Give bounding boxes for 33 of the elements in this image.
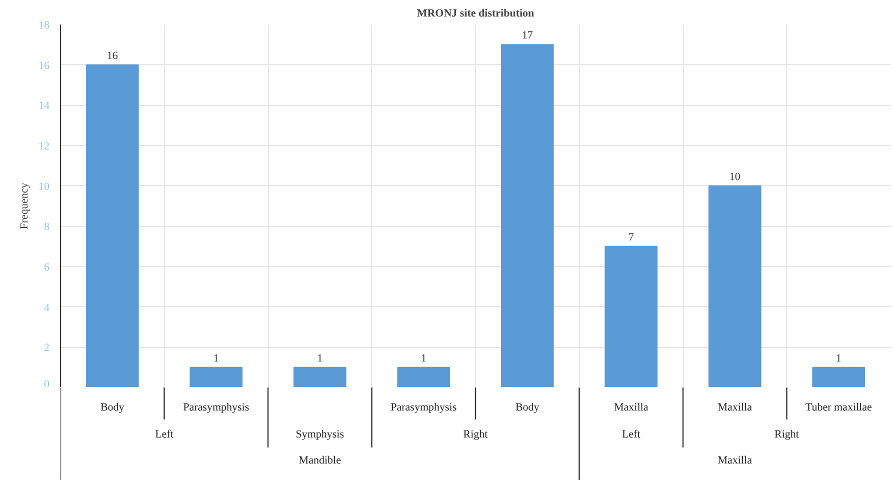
x-tick-label: Body bbox=[515, 402, 540, 414]
text: Maxilla bbox=[718, 454, 752, 466]
y-tick-label: 6 bbox=[44, 262, 50, 274]
x-tick-label: Body bbox=[100, 402, 125, 414]
data-label: 1 bbox=[836, 352, 842, 364]
x-tick-label: Parasymphysis bbox=[390, 402, 457, 414]
x-tick-label: Parasymphysis bbox=[183, 402, 250, 414]
text: Left bbox=[622, 428, 640, 440]
y-tick-label: 16 bbox=[38, 60, 50, 72]
y-tick-label: 2 bbox=[44, 342, 50, 354]
text: Right bbox=[774, 428, 799, 440]
x-tick-label: Maxilla bbox=[614, 402, 648, 414]
text: Right bbox=[463, 428, 488, 440]
text: Symphysis bbox=[296, 428, 344, 440]
x-tick-label: Maxilla bbox=[718, 402, 752, 414]
y-tick-label: 12 bbox=[38, 140, 50, 152]
y-tick-label: 10 bbox=[38, 180, 50, 193]
data-label: 10 bbox=[729, 170, 741, 183]
y-tick-label: 8 bbox=[44, 221, 50, 234]
data-label: 7 bbox=[628, 231, 634, 244]
y-tick-label: 14 bbox=[38, 100, 50, 112]
y-tick-label: 18 bbox=[38, 20, 50, 32]
data-label: 1 bbox=[420, 352, 426, 364]
x-tick-label: Tuber maxillae bbox=[805, 402, 872, 414]
chart-title: MRONJ site distribution bbox=[416, 8, 534, 20]
y-axis-title: Frequency bbox=[18, 182, 30, 230]
data-label: 1 bbox=[213, 352, 219, 364]
text: Left bbox=[155, 428, 174, 440]
data-label: 17 bbox=[522, 30, 534, 42]
text: Mandible bbox=[298, 454, 342, 466]
data-label: 16 bbox=[106, 50, 118, 62]
data-label: 1 bbox=[317, 352, 323, 364]
y-tick-label: 4 bbox=[44, 302, 50, 314]
